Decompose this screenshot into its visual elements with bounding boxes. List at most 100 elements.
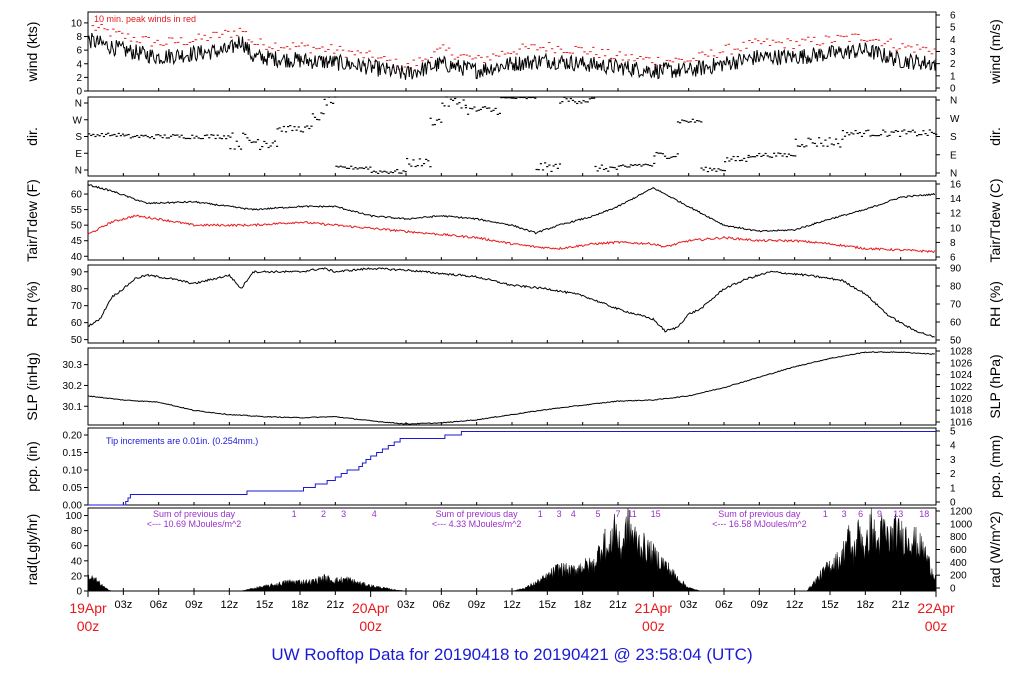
radiation-sum-label: Sum of previous day — [153, 509, 236, 519]
y-tick-label-left: 0.05 — [63, 483, 83, 494]
y-axis-label-left: Tair/Tdew (F) — [24, 179, 40, 261]
radiation-sum-value: <--- 10.69 MJoules/m^2 — [147, 519, 242, 529]
y-tick-label-right: 800 — [950, 532, 967, 543]
x-axis-hour-label: 21z — [892, 599, 910, 611]
dewpoint-line — [87, 214, 936, 254]
y-tick-label-left: 30.2 — [63, 381, 83, 392]
x-axis-hour-label: 09z — [468, 599, 486, 611]
y-tick-label-right: 1016 — [950, 418, 973, 429]
y-tick-label-right: 12 — [950, 209, 962, 220]
x-axis-day-label: 21Apr — [635, 600, 673, 616]
x-axis-day-hour-label: 00z — [642, 618, 665, 634]
y-tick-label-right: N — [950, 96, 957, 107]
y-tick-label-left: 50 — [71, 221, 83, 232]
y-tick-label-left: 30.3 — [63, 360, 83, 371]
x-axis-day-hour-label: 00z — [77, 618, 100, 634]
y-tick-label-right: 50 — [950, 336, 962, 347]
y-tick-label-left: 80 — [71, 526, 83, 537]
y-tick-label-left: 30.1 — [63, 402, 83, 413]
radiation-hour-label: 2 — [321, 509, 326, 519]
y-tick-label-right: 80 — [950, 282, 962, 293]
x-axis-hour-label: 06z — [715, 599, 733, 611]
y-axis-label-left: rad(Lgly/hr) — [24, 514, 40, 586]
radiation-hour-label: 9 — [877, 509, 882, 519]
y-tick-label-right: S — [950, 132, 957, 143]
panel-6 — [84, 427, 940, 506]
y-axis-label-left: SLP (inHg) — [24, 352, 40, 420]
y-tick-label-right: 600 — [950, 545, 967, 556]
y-tick-label-right: 200 — [950, 571, 967, 582]
x-axis-hour-label: 03z — [114, 599, 132, 611]
radiation-hour-label: 15 — [651, 509, 661, 519]
y-tick-label-right: 1026 — [950, 358, 973, 369]
y-tick-label-right: 1200 — [950, 507, 973, 518]
x-axis-day-hour-label: 00z — [925, 618, 948, 634]
y-tick-label-left: W — [73, 115, 83, 126]
radiation-hour-label: 6 — [858, 509, 863, 519]
y-tick-label-left: 20 — [71, 571, 83, 582]
y-tick-label-right: N — [950, 169, 957, 180]
y-tick-label-left: 60 — [71, 190, 83, 201]
x-axis-hour-label: 09z — [750, 599, 768, 611]
y-axis-label-right: rad (W/m^2) — [987, 511, 1003, 588]
y-tick-label-right: 90 — [950, 264, 962, 275]
radiation-hour-label: 3 — [842, 509, 847, 519]
panel-frame — [87, 264, 937, 344]
radiation-hour-label: 11 — [627, 509, 636, 519]
panel-3 — [84, 180, 940, 261]
x-axis-hour-label: 15z — [821, 599, 839, 611]
y-tick-label-left: 0 — [76, 587, 82, 598]
y-axis-label-right: RH (%) — [987, 281, 1003, 327]
y-tick-label-right: 4 — [950, 441, 956, 452]
radiation-hour-label: 4 — [372, 509, 377, 519]
y-tick-label-right: 10 — [950, 223, 962, 234]
x-axis-day-label: 20Apr — [352, 600, 390, 616]
y-tick-label-right: 1 — [950, 71, 956, 82]
panel-frame — [87, 180, 937, 261]
y-tick-label-right: 70 — [950, 300, 962, 311]
y-tick-label-right: 1020 — [950, 394, 973, 405]
y-tick-label-right: 3 — [950, 455, 956, 466]
y-tick-label-left: 50 — [71, 335, 83, 346]
pressure-line — [87, 351, 935, 425]
y-tick-label-left: 45 — [71, 236, 83, 247]
radiation-hour-label: 4 — [571, 509, 576, 519]
y-tick-label-right: 1018 — [950, 406, 973, 417]
panel-1 — [84, 11, 940, 92]
x-axis-hour-label: 18z — [291, 599, 309, 611]
y-tick-label-right: 60 — [950, 318, 962, 329]
y-tick-label-right: 6 — [950, 11, 956, 22]
x-axis-hour-label: 18z — [574, 599, 592, 611]
y-tick-label-left: 0 — [76, 87, 82, 98]
y-tick-label-right: 5 — [950, 23, 956, 34]
panel-2 — [84, 96, 940, 177]
x-axis-hour-label: 21z — [609, 599, 627, 611]
y-tick-label-left: 100 — [65, 511, 82, 522]
y-tick-label-left: 0.20 — [63, 431, 83, 442]
radiation-hour-label: 5 — [595, 509, 600, 519]
y-tick-label-left: E — [75, 149, 82, 160]
y-tick-label-right: 2 — [950, 469, 956, 480]
x-axis-hour-label: 18z — [856, 599, 874, 611]
radiation-sum-value: <--- 16.58 MJoules/m^2 — [712, 519, 807, 529]
y-tick-label-right: 1028 — [950, 347, 973, 358]
y-axis-label-right: Tair/Tdew (C) — [987, 178, 1003, 262]
y-axis-label-right: SLP (hPa) — [987, 354, 1003, 418]
wind-annotation: 10 min. peak winds in red — [94, 14, 196, 24]
y-tick-label-left: 4 — [76, 59, 82, 70]
y-tick-label-right: 14 — [950, 194, 962, 205]
x-axis-hour-label: 15z — [538, 599, 556, 611]
y-axis-label-left: pcp. (in) — [24, 441, 40, 492]
radiation-sum-value: <--- 4.33 MJoules/m^2 — [432, 519, 522, 529]
x-axis-hour-label: 12z — [786, 599, 804, 611]
chart-title: UW Rooftop Data for 20190418 to 20190421… — [271, 645, 753, 664]
radiation-hour-label: 1 — [538, 509, 543, 519]
y-tick-label-left: 0.15 — [63, 448, 83, 459]
y-axis-label-right: pcp. (mm) — [987, 435, 1003, 498]
y-tick-label-right: 3 — [950, 47, 956, 58]
radiation-hour-label: 3 — [557, 509, 562, 519]
y-tick-label-right: 1000 — [950, 519, 973, 530]
y-axis-label-left: dir. — [24, 127, 40, 146]
x-axis-hour-label: 03z — [680, 599, 698, 611]
